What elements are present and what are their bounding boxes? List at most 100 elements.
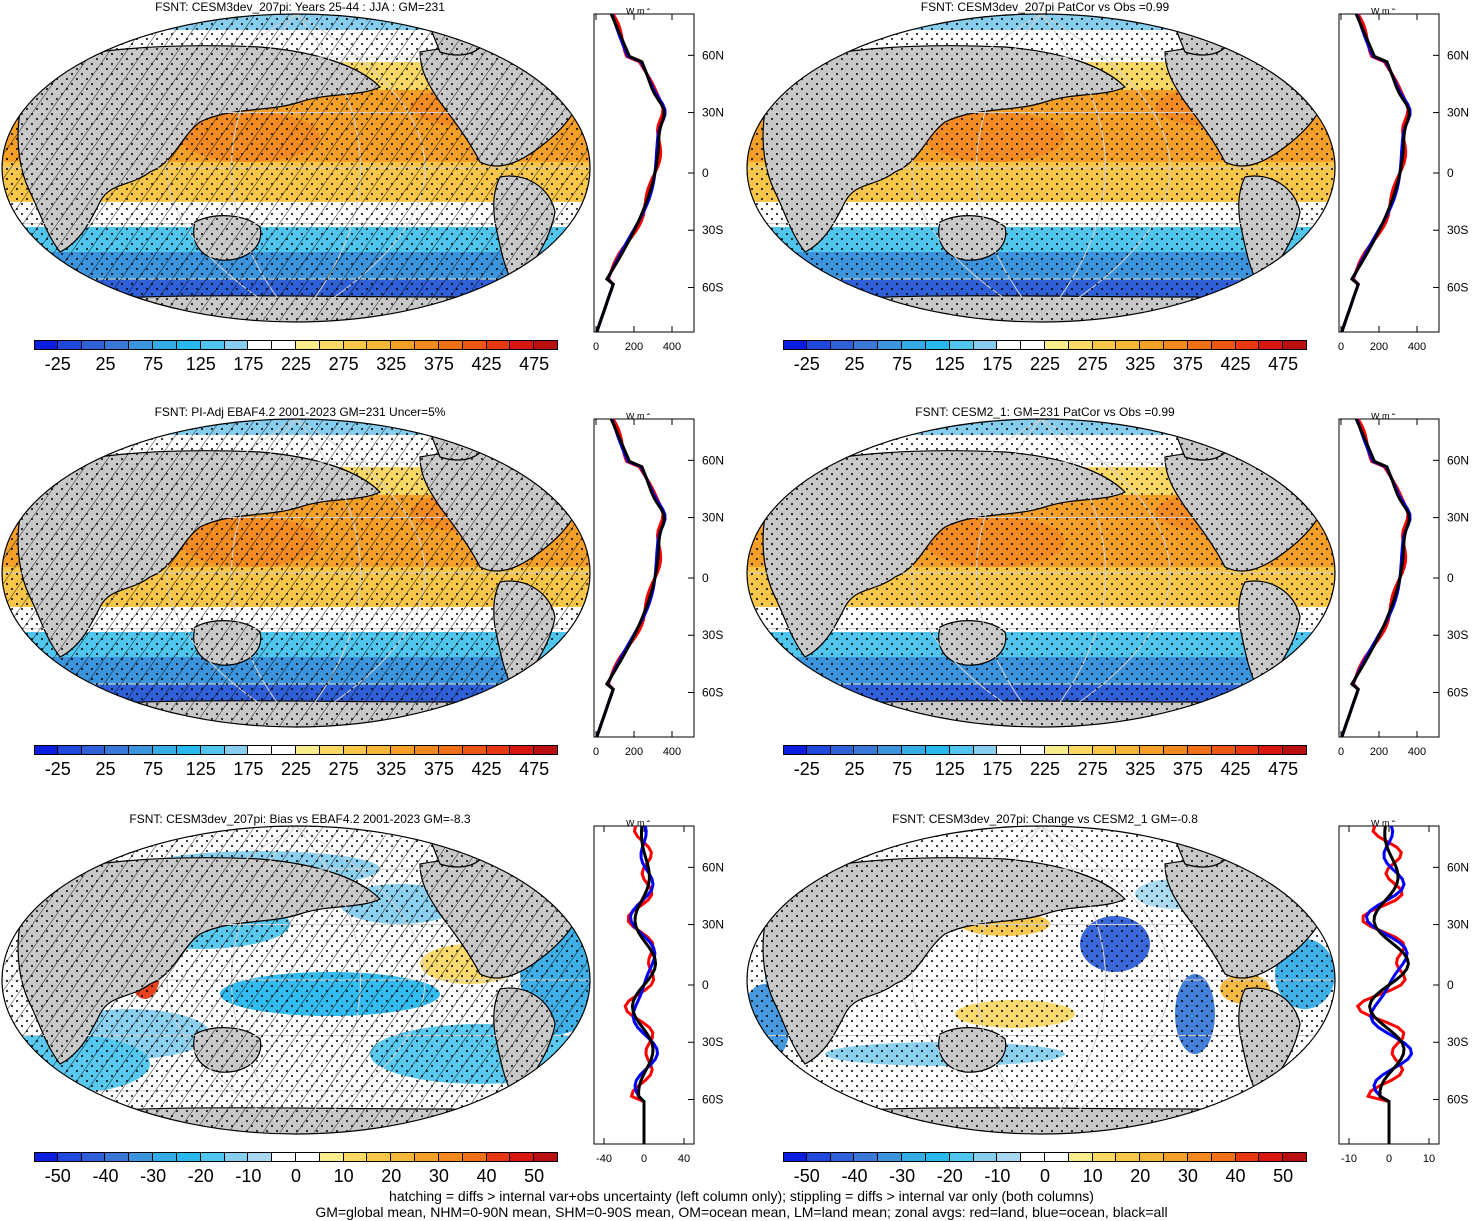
colorbar-swatch (973, 340, 998, 350)
colorbar-label: 10 (1082, 1166, 1103, 1186)
colorbar-swatch (34, 1152, 58, 1162)
zonal-lat-label: 0 (1447, 166, 1454, 180)
colorbar-swatch (1045, 1152, 1069, 1162)
colorbar-swatch (806, 1152, 831, 1162)
zonal-value-label: 10 (1423, 1153, 1435, 1165)
colorbar-swatch (200, 745, 225, 755)
colorbar-swatch (367, 340, 392, 350)
colorbar-swatch (153, 340, 177, 350)
colorbar-swatch (878, 1152, 903, 1162)
colorbar-label: -20 (936, 1166, 963, 1186)
panel-title: FSNT: CESM2_1: GM=231 PatCor vs Obs =0.9… (915, 405, 1175, 419)
colorbar-swatch (1092, 1152, 1117, 1162)
colorbar-swatch (1211, 745, 1236, 755)
zonal-lat-label: 60N (1447, 860, 1469, 874)
colorbar-label: 0 (290, 1166, 302, 1186)
colorbar-swatch (1187, 1152, 1212, 1162)
colorbar-swatch (343, 340, 368, 350)
colorbar-swatch (438, 1152, 463, 1162)
zonal-mean-plot: W m-2 60N 30N 0 30S 60S -10 0 10 (1338, 820, 1469, 1165)
colorbar-swatch (1259, 745, 1284, 755)
zonal-lat-label: 0 (702, 978, 709, 992)
colorbar-swatch (1068, 745, 1093, 755)
colorbar-label: 325 (376, 759, 407, 779)
colorbar-label: 30 (428, 1166, 449, 1186)
colorbar-label: 325 (1125, 354, 1156, 374)
colorbar-swatch (997, 1152, 1022, 1162)
colorbar-swatch (1116, 340, 1141, 350)
colorbar-label: 20 (1130, 1166, 1151, 1186)
zonal-lat-label: 0 (702, 571, 709, 585)
zonal-value-label: 0 (1338, 746, 1344, 758)
zonal-lat-label: 30S (1447, 223, 1468, 237)
colorbar-label: 175 (233, 354, 264, 374)
colorbar-label: 0 (1039, 1166, 1051, 1186)
colorbar-swatch (1235, 340, 1260, 350)
robinson-map (1, 825, 591, 1135)
colorbar-label: 225 (280, 759, 312, 779)
colorbar-label: 425 (471, 759, 502, 779)
zonal-lat-label: 30N (1447, 511, 1469, 525)
zonal-curve-land (1355, 825, 1407, 1144)
zonal-value-label: 400 (663, 746, 681, 758)
colorbar-swatch (343, 745, 368, 755)
colorbar-swatch (1140, 745, 1165, 755)
colorbar-label: 325 (1125, 759, 1156, 779)
zonal-unit-label: W m-2 (1371, 413, 1396, 421)
colorbar-swatch (783, 745, 807, 755)
zonal-lat-label: 60N (702, 860, 724, 874)
colorbar-swatch (854, 745, 879, 755)
zonal-curve-all (595, 418, 666, 738)
colorbar-swatch (391, 340, 416, 350)
colorbar-swatch (783, 1152, 807, 1162)
colorbar-swatch (57, 340, 82, 350)
colorbar-label: -30 (140, 1166, 167, 1186)
colorbar-label: 225 (280, 354, 312, 374)
colorbar-swatch (949, 1152, 974, 1162)
colorbar-label: 275 (1077, 354, 1108, 374)
colorbar-swatch (1045, 745, 1069, 755)
zonal-lat-label: 60S (702, 1092, 723, 1106)
colorbar-swatch (224, 340, 249, 350)
colorbar-label: -40 (841, 1166, 868, 1186)
zonal-lat-label: 30S (1447, 1035, 1468, 1049)
zonal-mean-plot: W m-2 60N 30N 0 30S 60S 0 200 400 (1338, 413, 1469, 758)
colorbar-label: 375 (423, 759, 454, 779)
colorbar-swatch (1116, 745, 1141, 755)
colorbar-label: 325 (376, 354, 407, 374)
colorbar-label: 425 (471, 354, 502, 374)
colorbar-swatch (319, 1152, 344, 1162)
colorbar-swatch (997, 340, 1022, 350)
zonal-lat-label: 0 (1447, 978, 1454, 992)
colorbar-swatch (783, 340, 807, 350)
colorbar-swatch (462, 745, 487, 755)
colorbar-swatch (200, 340, 225, 350)
colorbar-swatch (296, 745, 320, 755)
colorbar-swatch (129, 340, 154, 350)
colorbar-label: -50 (793, 1166, 820, 1186)
colorbar-label: 75 (143, 759, 164, 779)
zonal-value-label: 200 (625, 746, 643, 758)
colorbar-swatch (878, 340, 903, 350)
colorbar-swatch (925, 340, 950, 350)
zonal-lat-label: 60S (1447, 1092, 1468, 1106)
colorbar-swatch (415, 340, 439, 350)
footer-caption: hatching = diffs > internal var+obs unce… (0, 1188, 1483, 1220)
colorbar-label: -30 (889, 1166, 916, 1186)
colorbar-label: -20 (187, 1166, 214, 1186)
colorbar-label: -10 (984, 1166, 1011, 1186)
colorbar-label: 275 (328, 759, 359, 779)
colorbar-swatch (1140, 1152, 1165, 1162)
colorbar-swatch (1092, 745, 1117, 755)
zonal-lat-label: 30N (1447, 918, 1469, 932)
colorbar-swatch (343, 1152, 368, 1162)
colorbar: -50 -40 -30 -20 -10 0 10 20 30 40 50 (783, 1152, 1307, 1192)
colorbar-label: 25 (844, 354, 865, 374)
zonal-curve-all (595, 13, 666, 333)
colorbar-swatch (1187, 745, 1212, 755)
panel-bottom-left: FSNT: CESM3dev_207pi: Bias vs EBAF4.2 20… (0, 812, 740, 1192)
colorbar-swatch (925, 1152, 950, 1162)
zonal-lat-label: 0 (1447, 571, 1454, 585)
panel-bottom-right: FSNT: CESM3dev_207pi: Change vs CESM2_1 … (745, 812, 1483, 1192)
colorbar-swatch (1068, 1152, 1093, 1162)
